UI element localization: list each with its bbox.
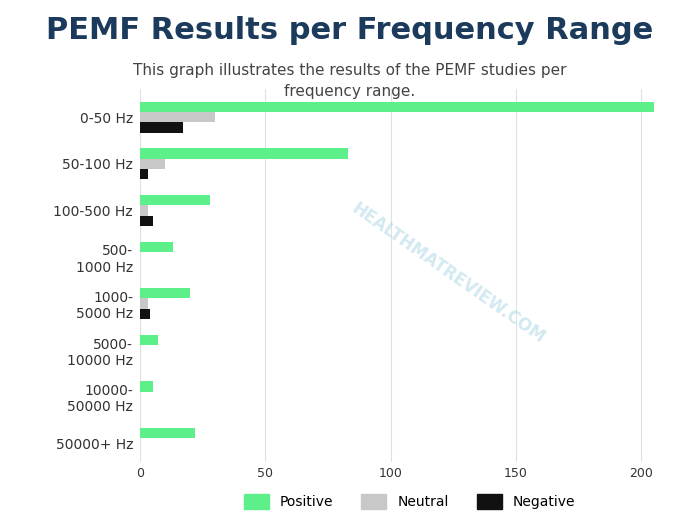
Bar	[140, 205, 148, 216]
Legend: Positive, Neutral, Negative: Positive, Neutral, Negative	[238, 489, 581, 514]
Text: PEMF Results per Frequency Range: PEMF Results per Frequency Range	[46, 16, 654, 45]
Bar	[140, 335, 158, 345]
Bar	[140, 428, 195, 438]
Text: This graph illustrates the results of the PEMF studies per
frequency range.: This graph illustrates the results of th…	[133, 63, 567, 99]
Bar	[140, 242, 173, 252]
Bar	[140, 309, 150, 319]
Bar	[140, 112, 215, 122]
Bar	[140, 195, 210, 205]
Bar	[140, 149, 348, 159]
Bar	[140, 159, 165, 169]
Bar	[140, 169, 148, 179]
Bar	[140, 288, 190, 298]
Text: HEALTHMATREVIEW.COM: HEALTHMATREVIEW.COM	[348, 199, 548, 347]
Bar	[140, 381, 153, 392]
Bar	[140, 122, 183, 133]
Bar	[140, 298, 148, 309]
Bar	[140, 102, 654, 112]
Bar	[140, 216, 153, 226]
